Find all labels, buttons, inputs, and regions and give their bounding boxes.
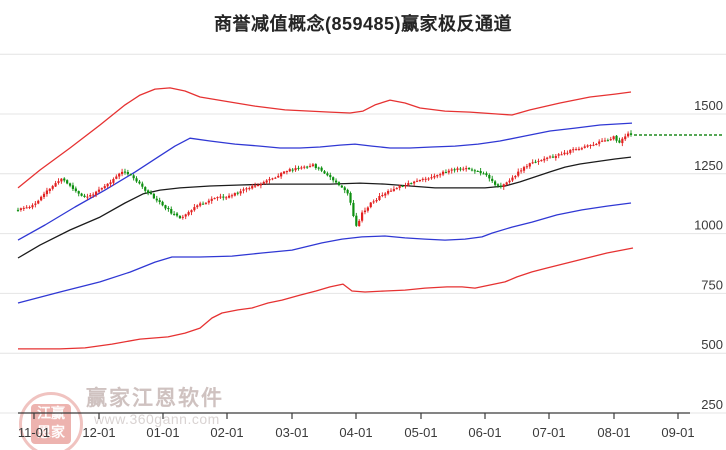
svg-text:500: 500 <box>701 337 723 352</box>
channel-upper-blue-line <box>17 122 633 241</box>
svg-text:04-01: 04-01 <box>339 425 372 440</box>
svg-text:09-01: 09-01 <box>661 425 694 440</box>
svg-text:07-01: 07-01 <box>532 425 565 440</box>
gridlines <box>0 53 726 414</box>
svg-text:11-01: 11-01 <box>18 425 50 440</box>
svg-text:250: 250 <box>701 397 723 412</box>
channel-upper-red-line <box>17 87 632 189</box>
candles-layer <box>16 130 633 227</box>
svg-text:08-01: 08-01 <box>597 425 630 440</box>
svg-text:12-01: 12-01 <box>82 425 115 440</box>
svg-text:01-01: 01-01 <box>146 425 179 440</box>
x-axis <box>18 412 690 419</box>
svg-text:750: 750 <box>701 277 723 292</box>
watermark-seal-characters: 江赢 恩家 <box>31 404 71 444</box>
channel-mid-black-line <box>17 156 632 259</box>
watermark-seal-logo: 江赢 恩家 <box>19 392 83 450</box>
svg-text:06-01: 06-01 <box>468 425 501 440</box>
x-axis-labels: 11-01 12-01 01-01 02-01 03-01 04-01 05-01 06-01… <box>18 425 695 440</box>
svg-text:02-01: 02-01 <box>210 425 243 440</box>
svg-text:1250: 1250 <box>694 158 723 173</box>
svg-text:1500: 1500 <box>694 98 723 113</box>
svg-text:03-01: 03-01 <box>275 425 308 440</box>
watermark-seal-row-bottom: 恩家 <box>37 424 65 440</box>
y-axis-labels: 1500 1250 1000 750 500 250 <box>694 98 723 412</box>
watermark-brand-text: 赢家江恩软件 <box>86 387 224 410</box>
chart-title: 商誉减值概念(859485)赢家极反通道 <box>213 14 513 34</box>
svg-text:1000: 1000 <box>694 218 723 233</box>
channel-lower-blue-line <box>17 202 632 304</box>
svg-text:05-01: 05-01 <box>404 425 437 440</box>
channel-lower-red-line <box>18 247 634 350</box>
watermark-url-text: www.360gann.com <box>94 411 220 427</box>
